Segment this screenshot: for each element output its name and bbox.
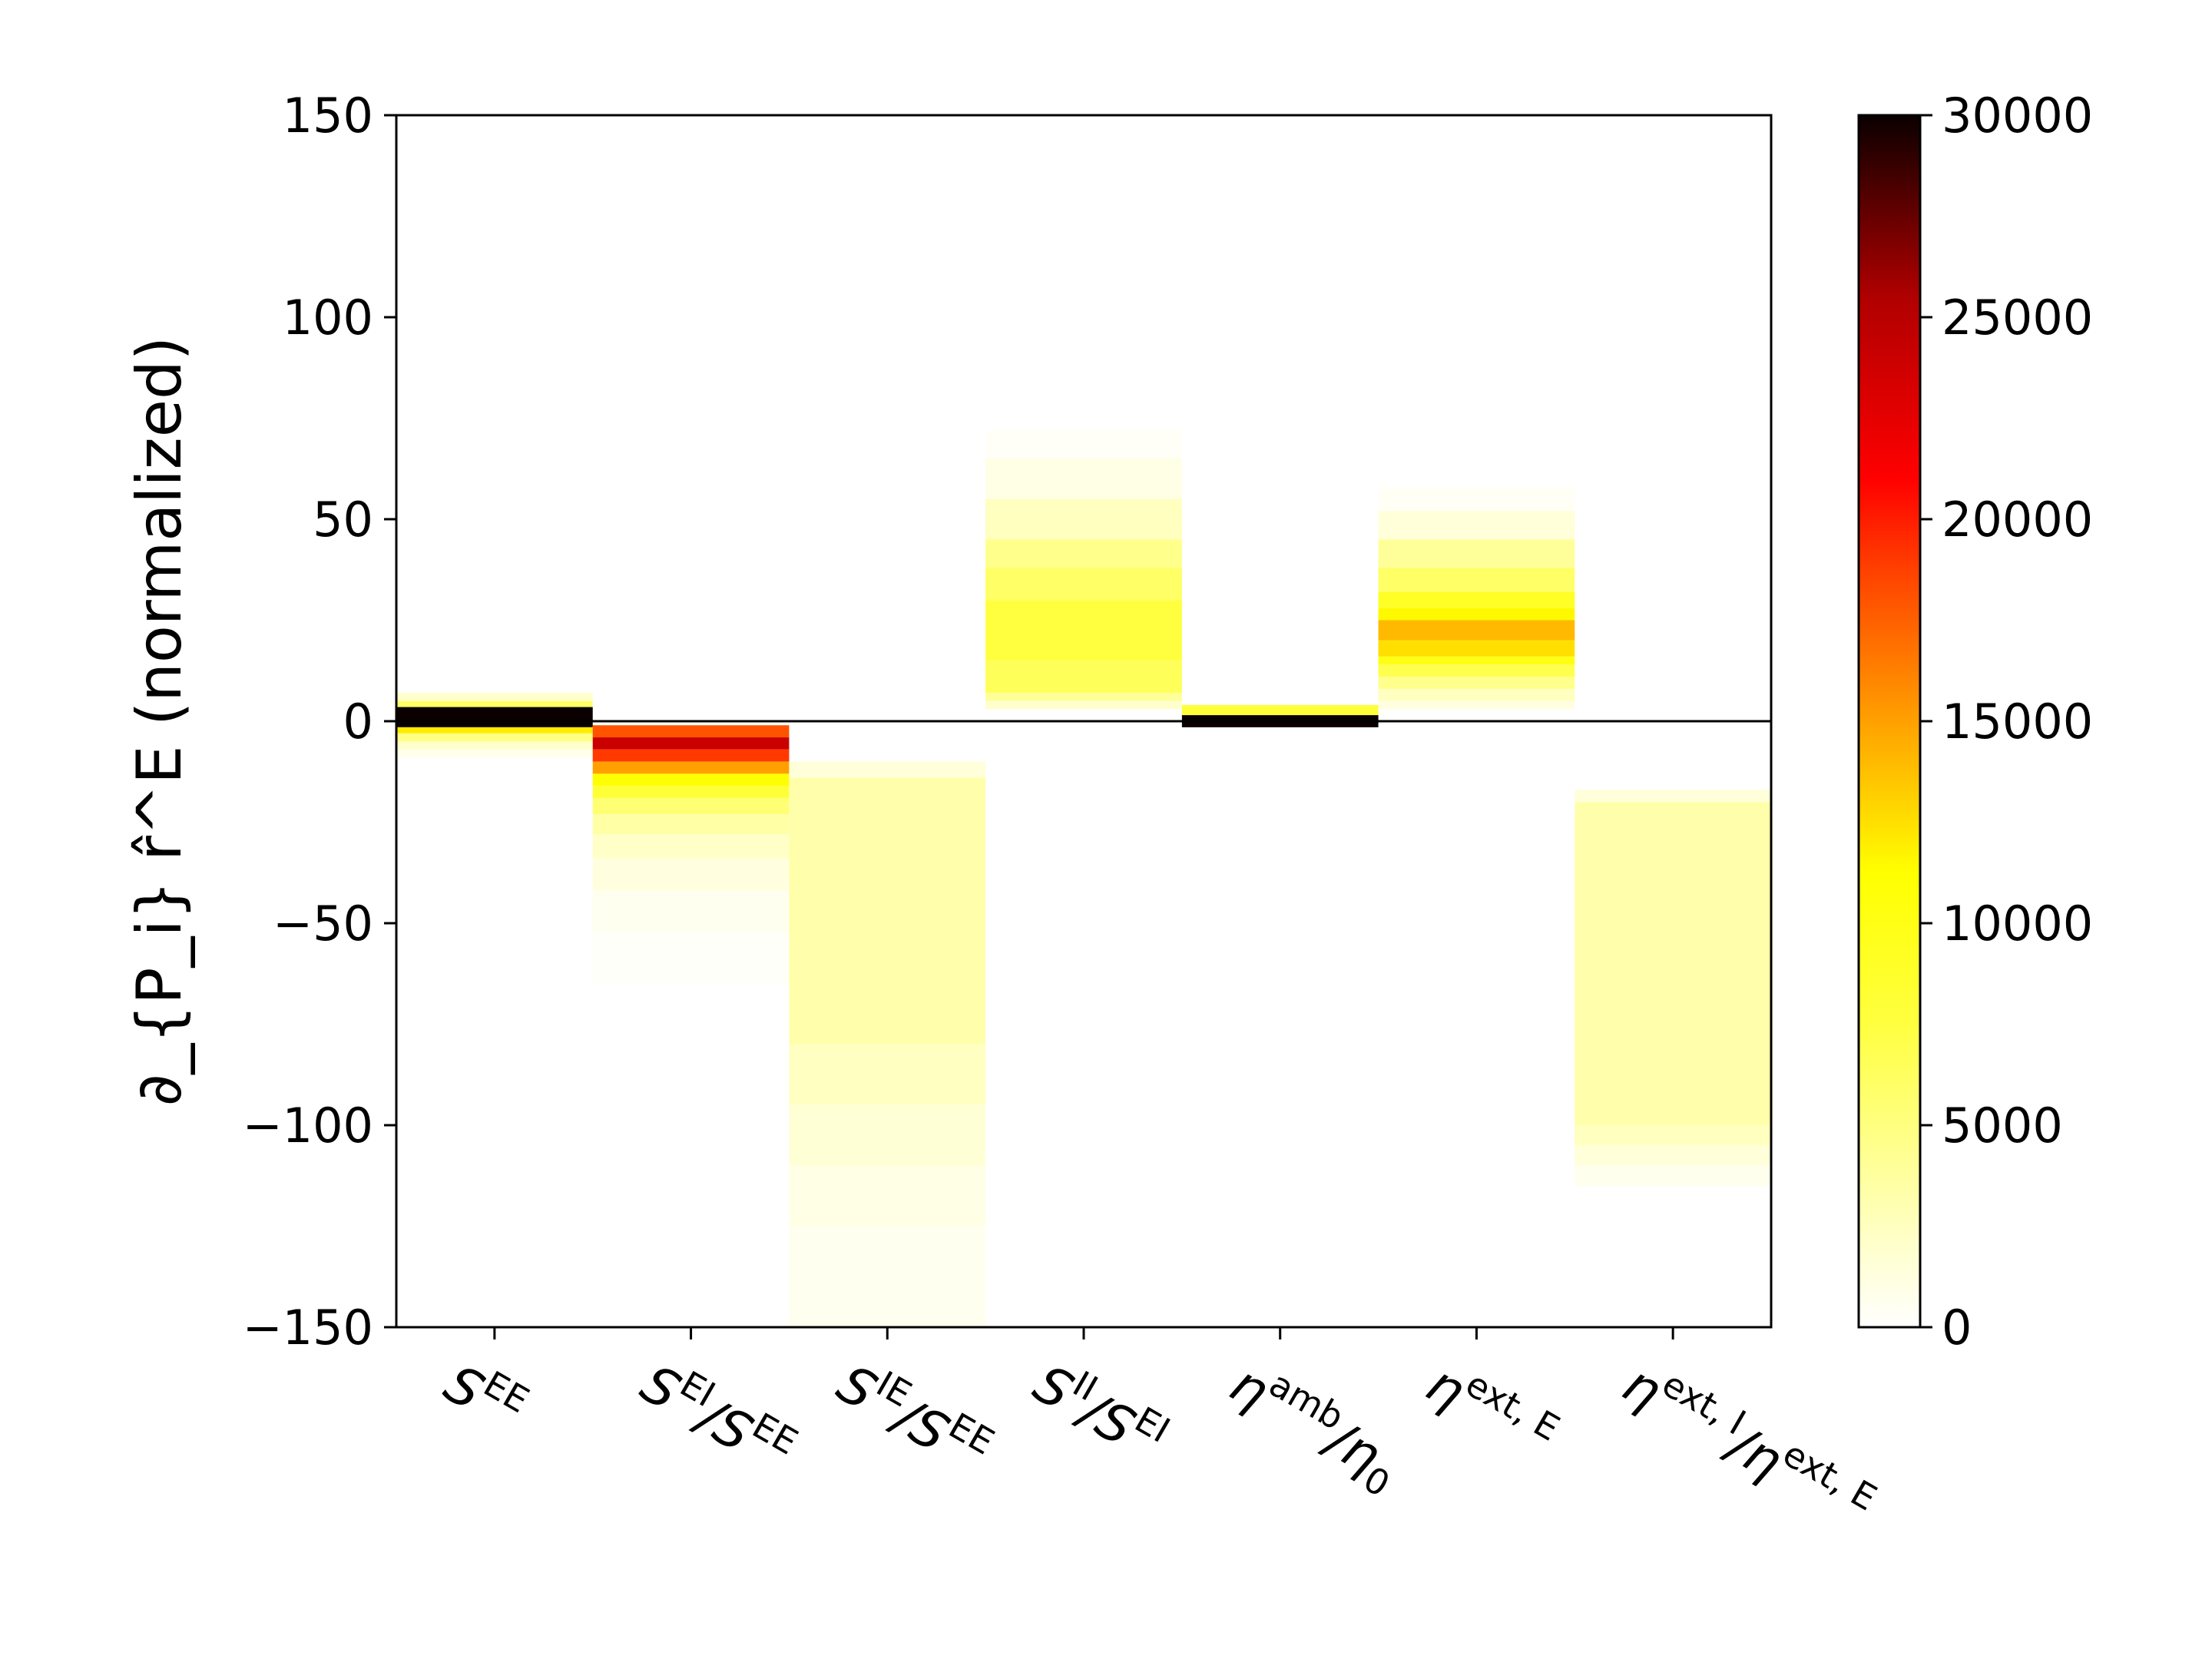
heatmap-cell: [1378, 640, 1575, 657]
heatmap-cell: [396, 749, 593, 758]
heatmap-cell: [789, 1226, 986, 1327]
heatmap-cell: [1378, 620, 1575, 641]
heatmap-cell: [985, 498, 1182, 540]
y-tick-label: 50: [313, 492, 373, 548]
colorbar-tick-label: 5000: [1942, 1098, 2063, 1154]
heatmap-cell: [1575, 1145, 1771, 1166]
heatmap-cell: [1378, 539, 1575, 568]
y-axis: 150 100 50 0 −50 −100 −150: [243, 88, 396, 1356]
y-tick-label: −150: [243, 1300, 373, 1356]
heatmap-cell: [1575, 790, 1771, 803]
heatmap-cell: [1378, 677, 1575, 689]
y-axis-label: ∂_{P_i} r̂^E (normalized): [124, 336, 195, 1106]
heatmap-cell: [789, 1165, 986, 1227]
heatmap-cell: [1575, 1125, 1771, 1146]
heatmap-cell: [592, 931, 790, 984]
heatmap-cell: [1378, 568, 1575, 592]
plot-cells: [396, 430, 1771, 1327]
colorbar-tick-label: 20000: [1942, 492, 2093, 548]
heatmap-cell: [1378, 591, 1575, 608]
heatmap-cell: [592, 813, 790, 835]
heatmap-cell: [985, 600, 1182, 661]
heatmap-cell: [1378, 511, 1575, 540]
heatmap-cell: [592, 890, 790, 932]
heatmap-cell: [592, 761, 790, 774]
heatmap-cell: [1378, 656, 1575, 665]
colorbar-tick-label: 10000: [1942, 896, 2093, 952]
colorbar-ticks: 0 5000 10000 15000 20000 25000 30000: [1920, 88, 2093, 1356]
heatmap-cell: [985, 661, 1182, 694]
heatmap-cell: [1378, 486, 1575, 512]
heatmap-cell: [1575, 1165, 1771, 1186]
heatmap-cell: [592, 749, 790, 762]
heatmap-cell: [396, 741, 593, 750]
heatmap-cell: [985, 700, 1182, 710]
colorbar: [1857, 114, 1922, 1329]
heatmap-cell: [396, 693, 593, 701]
heatmap-cell: [1575, 802, 1771, 1125]
colorbar-tick-label: 15000: [1942, 694, 2093, 750]
heatmap-cell: [1378, 700, 1575, 710]
heatmap-cell: [396, 707, 593, 727]
heatmap-cell: [789, 1044, 986, 1105]
colorbar-tick-label: 0: [1942, 1300, 1972, 1356]
heatmap-cell: [592, 786, 790, 798]
heatmap-cell: [985, 693, 1182, 701]
heatmap-cell: [985, 459, 1182, 499]
y-tick-label: 150: [283, 88, 373, 144]
heatmap-cell: [1378, 608, 1575, 621]
heatmap-cell: [396, 727, 593, 733]
heatmap-cell: [789, 1104, 986, 1166]
colorbar-tick-label: 25000: [1942, 290, 2093, 346]
heatmap-cell: [592, 737, 790, 750]
heatmap-cell: [1378, 664, 1575, 677]
heatmap-cell: [396, 700, 593, 707]
heatmap-cell: [985, 430, 1182, 459]
y-tick-label: 100: [283, 290, 373, 346]
y-tick-label: −50: [273, 896, 373, 952]
colorbar-tick-label: 30000: [1942, 88, 2093, 144]
heatmap-cell: [592, 725, 790, 738]
heatmap-cell: [985, 568, 1182, 601]
heatmap-cell: [592, 773, 790, 786]
heatmap-cell: [789, 777, 986, 1045]
heatmap-cell: [396, 733, 593, 742]
heatmap-cell: [592, 797, 790, 814]
heatmap-cell: [592, 858, 790, 891]
heatmap-cell: [1181, 704, 1379, 716]
heatmap-cell: [592, 834, 790, 859]
heatmap-cell: [985, 539, 1182, 568]
y-tick-label: 0: [343, 694, 373, 750]
heatmap-cell: [789, 761, 986, 778]
y-tick-label: −100: [243, 1098, 373, 1154]
heatmap-cell: [1378, 688, 1575, 701]
